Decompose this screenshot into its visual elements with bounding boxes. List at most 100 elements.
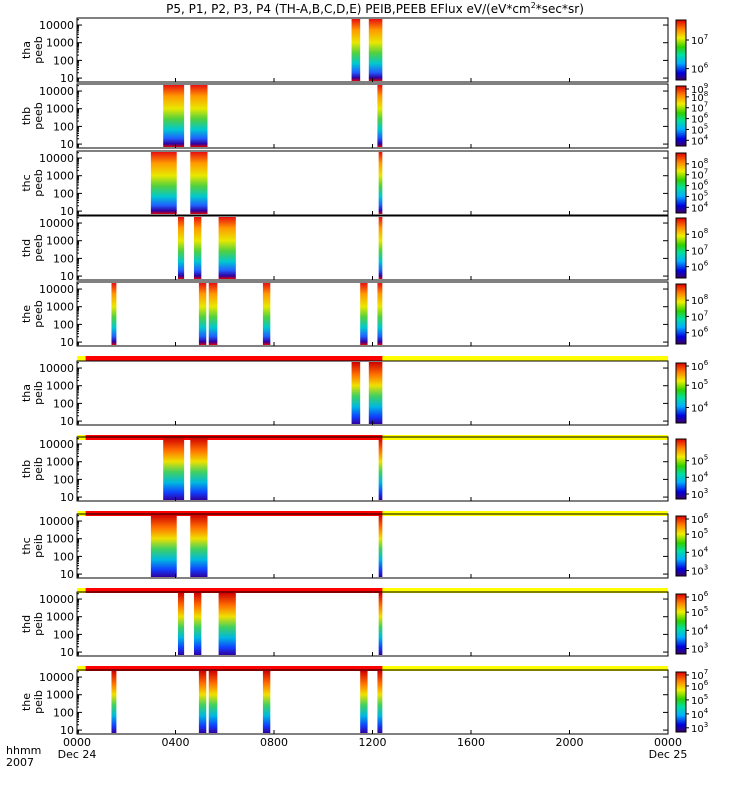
panel-label: thcpeib xyxy=(20,534,45,558)
x-tick-label: 1600 xyxy=(457,736,485,749)
panel-probe: thc xyxy=(20,537,33,554)
figure-title: P5, P1, P2, P3, P4 (TH-A,B,C,D,E) PEIB,P… xyxy=(166,1,584,16)
y-tick-label: 10 xyxy=(60,415,74,428)
panel-label: thbpeib xyxy=(20,457,45,481)
data-block xyxy=(193,217,202,279)
panel-probe: thb xyxy=(20,107,33,125)
y-tick-label: 100 xyxy=(53,318,74,331)
data-block xyxy=(368,19,383,81)
y-tick-label: 10000 xyxy=(39,283,74,296)
y-tick-label: 10000 xyxy=(39,362,74,375)
panel-probe: tha xyxy=(20,384,33,402)
y-tick-label: 1000 xyxy=(46,103,74,116)
colorbar xyxy=(675,362,687,424)
colorbar-tick-label: 108 xyxy=(691,293,708,307)
y-tick-label: 10 xyxy=(60,270,74,283)
colorbar-tick-label: 104 xyxy=(691,400,709,414)
panel-label: thcpeeb xyxy=(20,169,45,197)
data-block xyxy=(190,152,208,214)
panel-product: peib xyxy=(32,690,45,714)
data-block xyxy=(208,671,218,733)
colorbar-tick-label: 106 xyxy=(691,359,709,373)
colorbar xyxy=(675,217,687,279)
y-tick-label: 100 xyxy=(53,187,74,200)
y-tick-label: 10000 xyxy=(39,217,74,230)
x-tick-label: 0400 xyxy=(162,736,190,749)
panel-label: thapeeb xyxy=(20,36,45,64)
x-tick-label: 2000 xyxy=(556,736,584,749)
colorbar-tick-label: 104 xyxy=(691,545,709,559)
y-tick-label: 10000 xyxy=(39,438,74,451)
panel-tha-peeb: 10 100 1000 10000 thapeeb 107 106 xyxy=(20,17,709,85)
panel-product: peeb xyxy=(32,169,45,197)
colorbar-tick-label: 106 xyxy=(691,679,709,693)
data-block xyxy=(177,217,185,279)
colorbar-tick-label: 105 xyxy=(691,527,708,541)
data-block xyxy=(150,515,177,577)
y-tick-label: 1000 xyxy=(46,611,74,624)
data-block xyxy=(378,438,383,500)
panel-frame xyxy=(76,215,669,281)
colorbar-tick-label: 104 xyxy=(691,133,709,147)
panel-product: peib xyxy=(32,612,45,636)
colorbar xyxy=(675,593,687,655)
data-block xyxy=(377,85,383,147)
colorbar xyxy=(675,283,687,345)
colorbar-tick-label: 105 xyxy=(691,378,708,392)
colorbar-tick-label: 106 xyxy=(691,112,709,126)
y-tick-label: 100 xyxy=(53,397,74,410)
panel-product: peeb xyxy=(32,36,45,64)
colorbar-tick-label: 105 xyxy=(691,693,708,707)
panel-probe: tha xyxy=(20,41,33,59)
y-tick-label: 100 xyxy=(53,120,74,133)
colorbar-tick-label: 108 xyxy=(691,227,708,241)
colorbar xyxy=(675,671,687,733)
colorbar-tick-label: 105 xyxy=(691,454,708,468)
panel-probe: thd xyxy=(20,615,33,633)
panel-product: peib xyxy=(32,457,45,481)
y-tick-label: 1000 xyxy=(46,235,74,248)
data-block xyxy=(360,671,368,733)
colorbar-tick-label: 105 xyxy=(691,122,708,136)
panel-label: thdpeib xyxy=(20,612,45,636)
y-tick-label: 1000 xyxy=(46,170,74,183)
y-tick-label: 1000 xyxy=(46,380,74,393)
panel-frame xyxy=(76,591,669,657)
colorbar-tick-label: 106 xyxy=(691,179,709,193)
colorbar-tick-label: 106 xyxy=(691,590,709,604)
y-tick-label: 1000 xyxy=(46,301,74,314)
colorbar-tick-label: 107 xyxy=(691,101,708,115)
data-block xyxy=(193,593,202,655)
data-block xyxy=(262,671,271,733)
data-block xyxy=(378,593,383,655)
data-block xyxy=(198,283,207,345)
panel-probe: the xyxy=(20,693,33,711)
data-block xyxy=(378,152,383,214)
panel-probe: the xyxy=(20,305,33,323)
y-tick-label: 100 xyxy=(53,628,74,641)
colorbar-tick-label: 104 xyxy=(691,470,709,484)
panel-thb-peib: 10 100 1000 10000 thbpeib 105 104 103 xyxy=(20,436,709,516)
data-block xyxy=(218,217,236,279)
colorbar-tick-label: 104 xyxy=(691,623,709,637)
y-tick-label: 1000 xyxy=(46,37,74,50)
x-tick-date: Dec 24 xyxy=(58,748,97,761)
colorbar-tick-label: 106 xyxy=(691,260,709,274)
panel-frame xyxy=(76,281,669,347)
colorbar-tick-label: 109 xyxy=(691,82,708,96)
flag-bar-active xyxy=(85,666,383,671)
panel-label: thbpeeb xyxy=(20,102,45,130)
panel-label: thepeeb xyxy=(20,300,45,328)
panel-probe: thc xyxy=(20,174,33,191)
data-block xyxy=(177,593,185,655)
y-tick-label: 10000 xyxy=(39,85,74,98)
data-block xyxy=(378,217,383,279)
colorbar-tick-label: 106 xyxy=(691,512,709,526)
colorbar-tick-label: 103 xyxy=(691,564,708,578)
x-tick-label: 0800 xyxy=(260,736,288,749)
colorbar xyxy=(675,85,687,147)
colorbar xyxy=(675,19,687,81)
x-tick-label: 0000 xyxy=(63,736,91,749)
